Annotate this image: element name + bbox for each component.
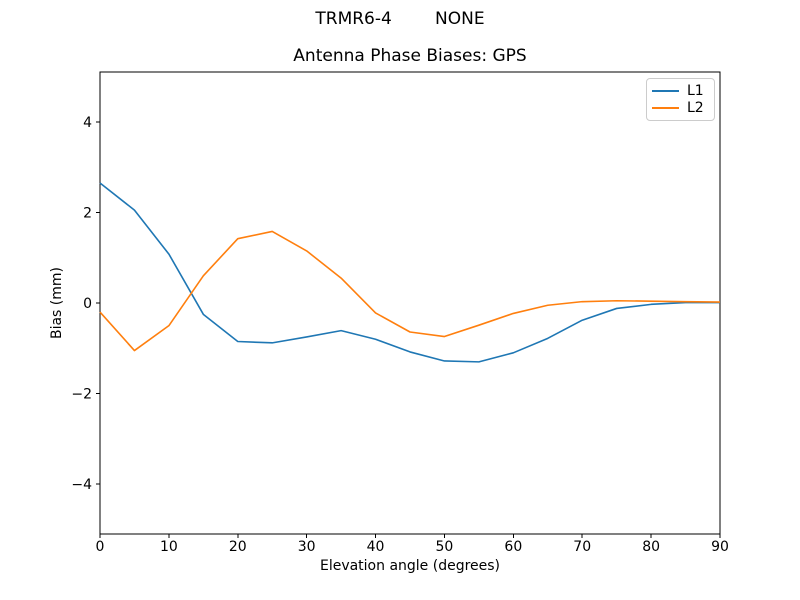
x-tick-label: 20 (229, 539, 247, 555)
figure-suptitle: TRMR6-4 NONE (315, 9, 485, 29)
x-tick-label: 50 (436, 539, 454, 555)
x-tick-label: 90 (711, 539, 729, 555)
y-tick-label: −2 (71, 387, 92, 403)
x-tick-label: 30 (298, 539, 316, 555)
y-tick-label: −4 (71, 477, 92, 493)
legend-line-sample-l1 (652, 89, 679, 92)
legend-item-l1: L1 (652, 84, 709, 98)
x-tick-label: 70 (573, 539, 591, 555)
x-tick-label: 40 (367, 539, 385, 555)
legend: L1 L2 (646, 78, 715, 121)
series-line-l2 (99, 230, 721, 352)
y-tick-label: 4 (83, 115, 92, 131)
series-line-l1 (99, 182, 720, 363)
chart-title: Antenna Phase Biases: GPS (293, 46, 527, 66)
x-axis-label: Elevation angle (degrees) (319, 558, 501, 574)
legend-label-l1: L1 (687, 82, 704, 99)
x-tick-label: 60 (504, 539, 522, 555)
x-tick-label: 0 (96, 539, 105, 555)
legend-line-sample-l2 (652, 107, 679, 110)
legend-item-l2: L2 (652, 101, 709, 115)
axes-spines (99, 71, 721, 535)
x-tick-label: 80 (642, 539, 660, 555)
legend-label-l2: L2 (687, 100, 704, 117)
x-tick-label: 10 (160, 539, 178, 555)
y-axis-label: Bias (mm) (49, 266, 65, 340)
y-tick-label: 0 (83, 296, 92, 312)
y-tick-label: 2 (83, 205, 92, 221)
